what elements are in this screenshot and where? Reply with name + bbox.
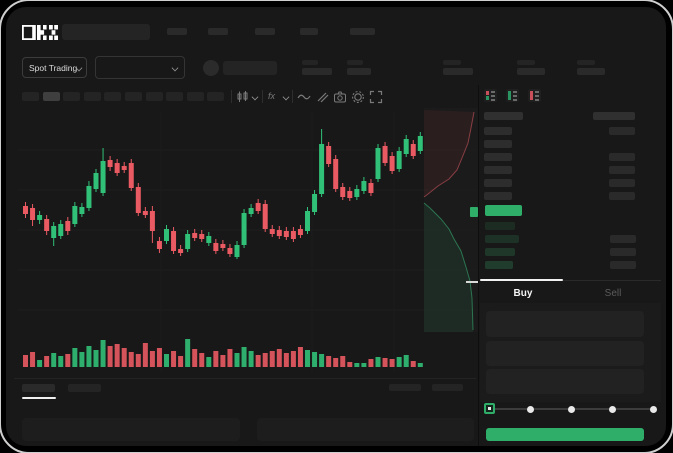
- ask-amount-skeleton[interactable]: [609, 179, 635, 187]
- timeframe-button-skeleton[interactable]: [207, 92, 225, 101]
- ask-price-skeleton[interactable]: [484, 192, 512, 200]
- bottom-tab-active-indicator: [22, 397, 56, 399]
- chart-type-icon[interactable]: [236, 90, 250, 104]
- nav-item-skeleton[interactable]: [167, 28, 187, 35]
- price-chart[interactable]: [6, 7, 666, 446]
- timeframe-button-skeleton[interactable]: [166, 92, 184, 101]
- ticker-stat-label-skeleton: [347, 60, 363, 65]
- fullscreen-icon[interactable]: [369, 90, 383, 104]
- camera-icon[interactable]: [333, 90, 347, 104]
- order-amount-input[interactable]: [486, 341, 644, 366]
- bottom-tab-skeleton-active[interactable]: [22, 384, 55, 392]
- timeframe-button-skeleton[interactable]: [83, 92, 101, 101]
- market-selector-button[interactable]: [22, 57, 87, 78]
- bid-amount-skeleton[interactable]: [610, 261, 636, 269]
- ask-price-skeleton[interactable]: [484, 166, 512, 174]
- toolbar-divider: [292, 90, 293, 103]
- indicators-icon[interactable]: fx: [268, 91, 276, 101]
- coin-icon: [203, 60, 219, 76]
- line-style-icon[interactable]: [297, 90, 311, 104]
- amount-slider-step[interactable]: [526, 405, 534, 413]
- timeframe-button-skeleton[interactable]: [63, 92, 81, 101]
- orderbook-view-bids-icon[interactable]: [506, 89, 519, 102]
- bid-price-skeleton[interactable]: [485, 235, 519, 243]
- ticker-stat-value-skeleton: [517, 68, 545, 75]
- pair-name-skeleton[interactable]: [223, 61, 277, 75]
- bottom-action-skeleton[interactable]: [389, 384, 421, 391]
- ask-price-skeleton[interactable]: [484, 140, 512, 148]
- ask-amount-skeleton[interactable]: [609, 166, 635, 174]
- ask-price-skeleton[interactable]: [484, 153, 512, 161]
- okx-app-window: Spot Trading: [6, 7, 666, 446]
- orderbook-header-price-skeleton: [484, 112, 523, 120]
- nav-item-skeleton[interactable]: [350, 28, 375, 35]
- amount-slider-handle[interactable]: [484, 403, 495, 414]
- bid-price-skeleton[interactable]: [485, 248, 515, 256]
- ticker-stat-label-skeleton: [443, 60, 461, 65]
- toolbar-divider: [231, 90, 232, 103]
- ask-amount-skeleton[interactable]: [609, 153, 635, 161]
- ask-price-skeleton[interactable]: [484, 179, 512, 187]
- tab-sell[interactable]: Sell: [604, 288, 622, 299]
- header-search-skeleton[interactable]: [62, 24, 150, 40]
- nav-item-skeleton[interactable]: [300, 28, 318, 35]
- bottom-panel-skeleton: [257, 418, 474, 441]
- timeframe-button-skeleton[interactable]: [145, 92, 163, 101]
- timeframe-button-skeleton[interactable]: [104, 92, 122, 101]
- trade-tab-active-indicator: [480, 279, 563, 281]
- ticker-stat-label-skeleton: [577, 60, 595, 65]
- order-total-input[interactable]: [486, 369, 644, 394]
- timeframe-button-skeleton[interactable]: [125, 92, 142, 101]
- orderbook-view-asks-icon[interactable]: [528, 89, 541, 102]
- section-divider: [14, 378, 476, 379]
- orderbook-last-price-bar[interactable]: [485, 205, 522, 216]
- okx-logo: [22, 25, 58, 40]
- ask-amount-skeleton[interactable]: [609, 127, 635, 135]
- bid-price-skeleton[interactable]: [485, 222, 515, 230]
- ticker-stat-label-skeleton: [517, 60, 535, 65]
- bid-price-skeleton[interactable]: [485, 261, 513, 269]
- buy-submit-button[interactable]: [486, 428, 644, 441]
- ask-price-skeleton[interactable]: [484, 127, 512, 135]
- ticker-stat-value-skeleton: [347, 68, 371, 75]
- amount-slider-step[interactable]: [567, 405, 575, 413]
- tab-buy[interactable]: Buy: [513, 288, 533, 299]
- nav-item-skeleton[interactable]: [255, 28, 275, 35]
- timeframe-button-skeleton[interactable]: [186, 92, 204, 101]
- orderbook-view-both-icon[interactable]: [484, 89, 497, 102]
- ticker-stat-value-skeleton: [302, 68, 332, 75]
- orderbook-header-amount-skeleton: [593, 112, 635, 120]
- ticker-stat-value-skeleton: [443, 68, 473, 75]
- market-selector-label: Spot Trading: [29, 63, 78, 73]
- toolbar-divider: [262, 90, 263, 103]
- amount-slider-step[interactable]: [608, 405, 616, 413]
- nav-item-skeleton[interactable]: [208, 28, 228, 35]
- order-price-input[interactable]: [486, 311, 644, 337]
- timeframe-button-skeleton[interactable]: [22, 92, 39, 101]
- bottom-panel-skeleton: [22, 418, 240, 441]
- bottom-action-skeleton[interactable]: [432, 384, 463, 391]
- ticker-stat-label-skeleton: [302, 60, 318, 65]
- ask-amount-skeleton[interactable]: [609, 192, 635, 200]
- timeframe-button-skeleton[interactable]: [42, 92, 60, 101]
- bid-amount-skeleton[interactable]: [610, 235, 636, 243]
- ticker-stat-value-skeleton: [577, 68, 605, 75]
- panel-divider: [478, 85, 479, 446]
- bid-amount-skeleton[interactable]: [610, 248, 636, 256]
- pair-dropdown[interactable]: [95, 56, 185, 79]
- trade-tabbar-divider: [480, 280, 661, 281]
- settings-gear-icon[interactable]: [351, 90, 365, 104]
- bottom-tab-skeleton[interactable]: [68, 384, 101, 392]
- amount-slider-step[interactable]: [649, 405, 657, 413]
- drawing-tools-icon[interactable]: [315, 90, 329, 104]
